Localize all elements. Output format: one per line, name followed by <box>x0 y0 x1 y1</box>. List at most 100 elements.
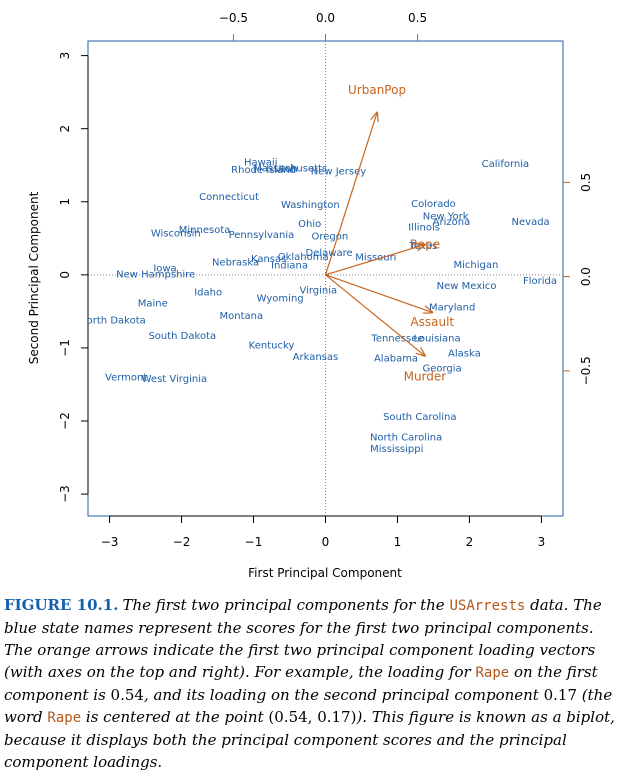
state-label: Nevada <box>512 217 550 228</box>
state-label: Tennessee <box>370 334 423 345</box>
state-label: Ohio <box>298 219 321 230</box>
state-label: California <box>482 159 530 170</box>
y-tick-label: 2 <box>58 125 72 133</box>
state-label: Alaska <box>448 348 481 359</box>
loading-arrow <box>325 274 425 356</box>
state-label: Kentucky <box>249 340 295 351</box>
figure-label: FIGURE 10.1. <box>4 596 119 614</box>
state-label: Michigan <box>453 260 498 271</box>
top-tick-label: 0.5 <box>408 11 427 25</box>
state-label: Maine <box>138 299 168 310</box>
state-label: Maryland <box>429 302 475 313</box>
caption-segment: data. The blue state names represent the… <box>4 596 602 681</box>
y-tick-label: 3 <box>58 52 72 60</box>
state-label: Utah <box>274 164 298 175</box>
state-label: South Carolina <box>383 412 456 423</box>
loading-label: Murder <box>404 370 447 384</box>
state-label: Delaware <box>306 248 353 259</box>
state-label: Montana <box>219 311 263 322</box>
state-label: Hawaii <box>244 158 278 169</box>
caption-segment: on the first component is <box>4 663 598 704</box>
state-label: Massachusetts <box>253 163 327 174</box>
figure-caption: FIGURE 10.1. The first two principal comp… <box>4 594 621 773</box>
right-axis: 0.5 0.0 −0.5 <box>563 173 593 385</box>
x-tick-label: −2 <box>173 535 191 549</box>
y-axis-label: Second Principal Component <box>27 191 41 364</box>
loading-arrow <box>325 245 425 276</box>
x-axis-label: First Principal Component <box>248 566 402 580</box>
state-label: Wisconsin <box>151 228 201 239</box>
state-label: North Dakota <box>79 315 146 326</box>
y-tick-label: −2 <box>58 412 72 430</box>
state-label: West Virginia <box>142 374 207 385</box>
state-label: Virginia <box>299 285 337 296</box>
x-tick-label: −3 <box>101 535 119 549</box>
x-tick-label: −1 <box>245 535 263 549</box>
caption-segment: (the word <box>4 686 613 726</box>
state-label: Idaho <box>194 288 222 299</box>
state-label: Oregon <box>311 231 348 242</box>
state-label: Wyoming <box>257 294 304 305</box>
right-tick-label: 0.0 <box>579 267 593 286</box>
x-tick-label: 1 <box>394 535 402 549</box>
state-label: Missouri <box>355 253 396 264</box>
caption-segment: 0.17 <box>543 686 578 704</box>
caption-segment: (0.54, 0.17) <box>268 708 357 726</box>
state-label: Colorado <box>411 199 456 210</box>
state-label: New Hampshire <box>116 269 195 280</box>
caption-segment: The first two principal components for t… <box>122 596 450 614</box>
left-axis: −3 −2 −1 0 1 2 3 <box>58 52 89 503</box>
top-tick-label: −0.5 <box>219 11 248 25</box>
state-label: Kansas <box>251 254 286 265</box>
loading-arrow <box>324 113 378 276</box>
state-label: South Dakota <box>148 331 216 342</box>
state-label: Florida <box>523 276 557 287</box>
x-tick-label: 0 <box>322 535 330 549</box>
loading-label: Rape <box>410 238 440 252</box>
state-label: Minnesota <box>179 225 231 236</box>
bottom-axis: −3 −2 −1 0 1 2 3 <box>101 515 546 549</box>
right-tick-label: 0.5 <box>579 173 593 192</box>
caption-segment: Rape <box>47 710 82 726</box>
caption-segment: Rape <box>475 665 510 681</box>
y-tick-label: 1 <box>58 198 72 206</box>
state-label: Connecticut <box>199 192 259 203</box>
state-label: Mississippi <box>370 444 423 455</box>
caption-segment: , and its loading on the second principa… <box>143 686 544 704</box>
x-tick-label: 2 <box>466 535 474 549</box>
caption-text: The first two principal components for t… <box>4 596 615 771</box>
y-tick-label: 0 <box>58 271 72 279</box>
state-label: Oklahoma <box>278 252 329 263</box>
state-label: New Mexico <box>437 281 497 292</box>
state-label: Indiana <box>271 261 308 272</box>
top-axis: −0.5 0.0 0.5 <box>219 11 427 41</box>
state-label: Louisiana <box>413 334 460 345</box>
loading-vectors: UrbanPop Rape Assault Murder <box>324 83 454 384</box>
state-label: Rhode Island <box>231 165 296 176</box>
loading-label: Assault <box>410 315 454 329</box>
y-tick-label: −3 <box>58 485 72 503</box>
caption-segment: 0.54 <box>110 686 144 704</box>
state-label: Georgia <box>422 364 461 375</box>
state-label: New York <box>423 212 469 223</box>
state-label: Illinois <box>408 223 440 234</box>
state-label: Arkansas <box>293 352 339 363</box>
caption-segment: USArrests <box>449 598 526 614</box>
state-label: Alabama <box>374 353 418 364</box>
loading-arrow <box>325 274 433 313</box>
top-tick-label: 0.0 <box>316 11 335 25</box>
state-score-labels: Alabama Alaska Arizona Arkansas California Co… <box>79 158 557 455</box>
y-tick-label: −1 <box>58 339 72 357</box>
state-label: Pennsylvania <box>229 230 295 241</box>
state-label: North Carolina <box>370 432 442 443</box>
loading-label: UrbanPop <box>348 83 406 97</box>
state-label: Nebraska <box>212 258 259 269</box>
state-label: Vermont <box>105 372 147 383</box>
state-label: Arizona <box>433 217 471 228</box>
state-label: Washington <box>281 200 340 211</box>
x-tick-label: 3 <box>538 535 546 549</box>
state-label: New Jersey <box>311 166 367 177</box>
caption-segment: is centered at the point <box>81 708 269 726</box>
right-tick-label: −0.5 <box>579 356 593 385</box>
